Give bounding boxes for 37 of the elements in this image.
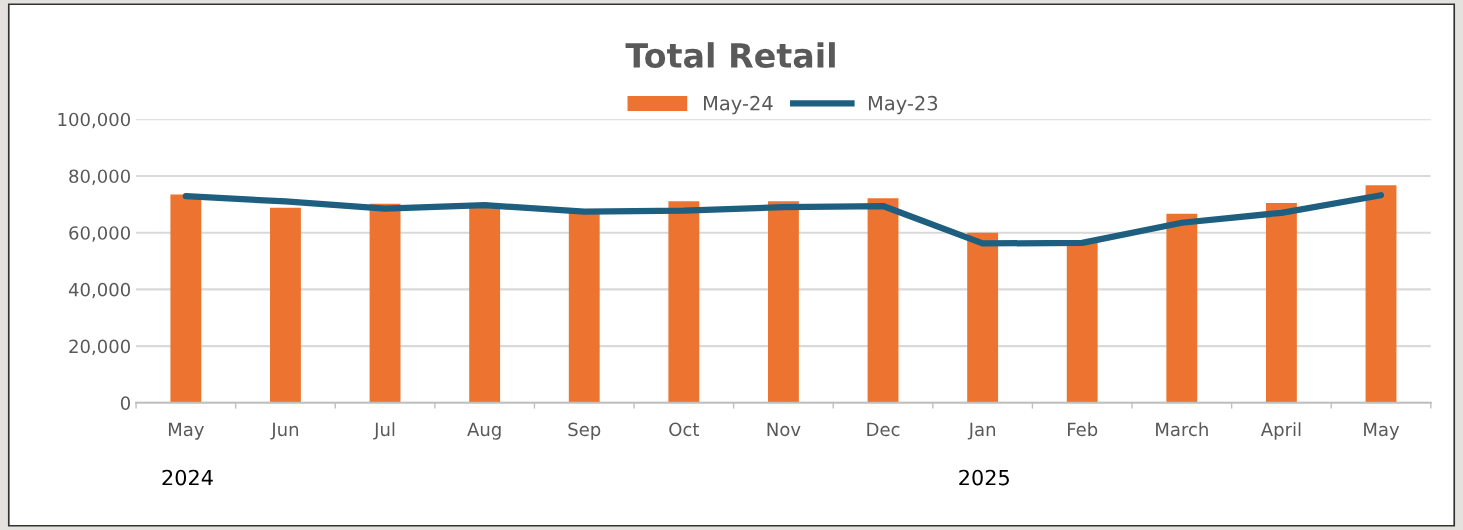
- y-tick-label: 20,000: [69, 339, 130, 356]
- x-tick-label: March: [1156, 422, 1208, 437]
- bar: [1066, 241, 1098, 403]
- x-tick-label: April: [1260, 422, 1301, 440]
- y-tick-label: 100,000: [58, 112, 130, 129]
- bar: [270, 207, 301, 403]
- x-tick-label: May: [1364, 422, 1400, 440]
- x-tick-label: Aug: [467, 422, 501, 440]
- y-tick-label: 0: [120, 396, 130, 410]
- bar: [1365, 185, 1397, 403]
- y-tick-label: 60,000: [69, 226, 130, 242]
- bar: [867, 198, 899, 403]
- x-tick-label: Jan: [967, 422, 996, 440]
- x-tick-label: Jul: [373, 422, 395, 440]
- x-tick-label: Dec: [867, 422, 900, 437]
- chart-title: Total Retail: [625, 42, 835, 68]
- text: 2025: [959, 469, 1009, 486]
- x-tick-label: Jun: [270, 422, 299, 440]
- y-tick-label: 40,000: [68, 282, 130, 299]
- x-tick-label: Nov: [767, 422, 801, 437]
- x-tick-label: Sep: [568, 422, 601, 440]
- bar: [768, 201, 799, 403]
- legend-label: May-24: [704, 95, 773, 115]
- bar: [967, 232, 999, 403]
- bar: [1265, 202, 1297, 403]
- bar: [369, 203, 401, 403]
- legend-label: May-23: [868, 95, 938, 115]
- bar: [1166, 213, 1198, 403]
- bar: [668, 201, 700, 403]
- bar: [170, 194, 202, 403]
- bar: [469, 207, 501, 403]
- bar: [568, 212, 600, 403]
- x-tick-label: Feb: [1068, 422, 1098, 437]
- x-tick-label: May: [168, 422, 204, 440]
- y-tick-label: 80,000: [69, 169, 130, 185]
- x-tick-label: Oct: [669, 422, 700, 437]
- text: 2024: [162, 469, 213, 486]
